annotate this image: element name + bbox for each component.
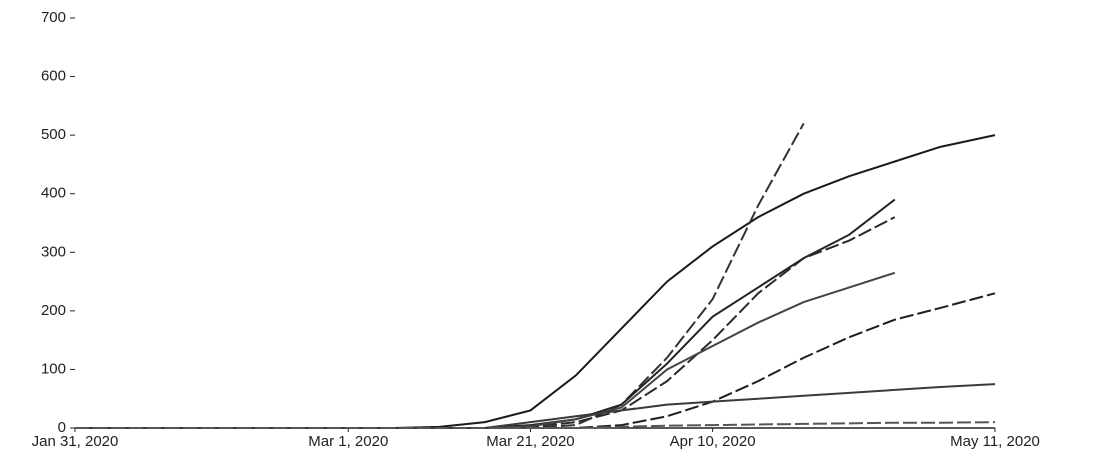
y-tick-label: 600 [41, 68, 66, 85]
series-line [75, 271, 896, 429]
y-tick-label: 400 [41, 185, 66, 202]
x-tick-label: Mar 21, 2020 [486, 433, 574, 450]
y-tick-label: 100 [41, 360, 66, 377]
y-tick-label: 0 [58, 419, 66, 436]
x-tick-label: Mar 1, 2020 [308, 433, 388, 450]
y-tick-label: 700 [41, 9, 66, 26]
series-line [75, 216, 896, 429]
y-tick-label: 300 [41, 243, 66, 260]
x-tick-label: May 11, 2020 [950, 433, 1040, 450]
y-tick-label: 200 [41, 302, 66, 319]
y-tick-label: 500 [41, 126, 66, 143]
x-tick-label: Jan 31, 2020 [32, 433, 119, 450]
series-line [75, 198, 896, 429]
series-line [75, 421, 996, 429]
x-tick-label: Apr 10, 2020 [670, 433, 756, 450]
series-line [75, 122, 805, 429]
series-line [75, 134, 996, 429]
